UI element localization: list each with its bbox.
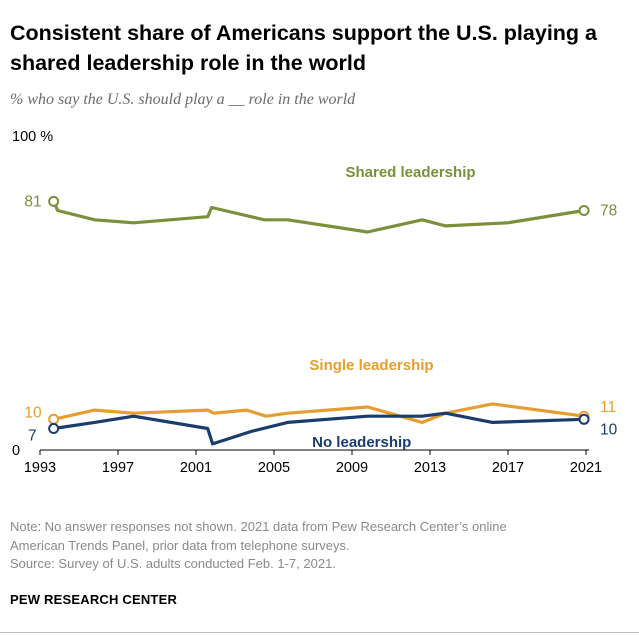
y-zero-label: 0	[12, 443, 20, 459]
footer-divider	[0, 632, 639, 633]
x-tick-label: 2001	[180, 460, 212, 476]
shared-leadership-start-marker	[48, 195, 60, 207]
no-leadership-annotation: No leadership	[312, 434, 411, 451]
source-line: Source: Survey of U.S. adults conducted …	[10, 556, 336, 571]
chart-notes: Note: No answer responses not shown. 202…	[10, 518, 507, 574]
shared-leadership-start-value: 81	[24, 193, 41, 210]
line-chart: 1993 1997 2001 2005 2009 2013 2017 2021 100 % 0 81…	[12, 129, 618, 476]
single-leadership-annotation: Single leadership	[309, 357, 433, 374]
shared-leadership-line	[52, 199, 586, 234]
no-leadership-end-value: 10	[600, 421, 618, 438]
x-tick-label: 1993	[24, 460, 56, 476]
shared-leadership-annotation: Shared leadership	[345, 164, 475, 181]
chart-title: Consistent share of Americans support th…	[10, 21, 597, 75]
shared-leadership-end-value: 78	[600, 203, 617, 220]
no-leadership-start-value: 7	[28, 428, 37, 445]
single-leadership-start-marker	[48, 413, 60, 425]
x-tick-label: 1997	[102, 460, 134, 476]
note-line-1: Note: No answer responses not shown. 202…	[10, 519, 507, 534]
y-top-label: 100 %	[12, 129, 53, 145]
no-leadership-end-marker	[578, 413, 590, 425]
single-leadership-end-value: 11	[600, 399, 616, 416]
brand-label: PEW RESEARCH CENTER	[10, 592, 178, 607]
no-leadership-line	[52, 411, 586, 446]
note-line-2: American Trends Panel, prior data from t…	[10, 537, 350, 553]
chart-subtitle: % who say the U.S. should play a __ role…	[10, 91, 356, 108]
x-tick-label: 2009	[336, 460, 368, 476]
single-leadership-start-value: 10	[24, 404, 42, 421]
x-tick-label: 2017	[492, 460, 524, 476]
x-tick-label: 2013	[414, 460, 446, 476]
no-leadership-start-marker	[48, 423, 60, 435]
shared-leadership-end-marker	[578, 205, 590, 217]
x-tick-label: 2021	[570, 460, 602, 476]
x-tick-label: 2005	[258, 460, 290, 476]
